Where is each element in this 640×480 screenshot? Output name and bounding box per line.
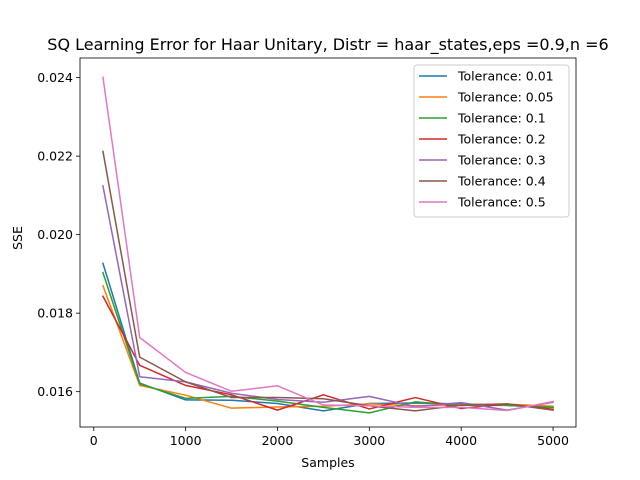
x-axis-label: Samples	[301, 455, 354, 470]
legend-label-0: Tolerance: 0.01	[457, 69, 554, 84]
x-tick-label: 3000	[353, 433, 385, 448]
legend-label-2: Tolerance: 0.1	[457, 111, 546, 126]
y-tick-label: 0.016	[37, 384, 73, 399]
x-tick-label: 4000	[445, 433, 477, 448]
y-tick-label: 0.022	[37, 149, 73, 164]
y-tick-label: 0.020	[37, 227, 73, 242]
series-line-6	[102, 76, 554, 412]
legend-label-5: Tolerance: 0.4	[457, 174, 546, 189]
x-tick-label: 1000	[170, 433, 202, 448]
x-tick-label: 5000	[537, 433, 569, 448]
legend-box	[413, 64, 570, 218]
legend-label-4: Tolerance: 0.3	[457, 153, 546, 168]
x-tick-label: 2000	[262, 433, 294, 448]
legend-label-3: Tolerance: 0.2	[457, 132, 546, 147]
axes-frame	[79, 57, 577, 428]
legend-label-1: Tolerance: 0.05	[457, 90, 554, 105]
series-line-3	[101, 295, 554, 411]
legend-label-6: Tolerance: 0.5	[457, 195, 546, 210]
series-line-5	[102, 150, 554, 412]
x-tick-label: 0	[90, 433, 98, 448]
y-axis-label: SSE	[10, 226, 25, 250]
y-tick-label: 0.018	[37, 306, 73, 321]
y-tick-label: 0.024	[37, 70, 73, 85]
plot-area: 0 1000 2000 3000 4000 5000 0.016 0.018 0.020 0.02…	[37, 57, 577, 448]
chart-title: SQ Learning Error for Haar Unitary, Dist…	[47, 35, 608, 55]
legend: Tolerance: 0.01 Tolerance: 0.05 Tolerance:…	[413, 64, 570, 218]
